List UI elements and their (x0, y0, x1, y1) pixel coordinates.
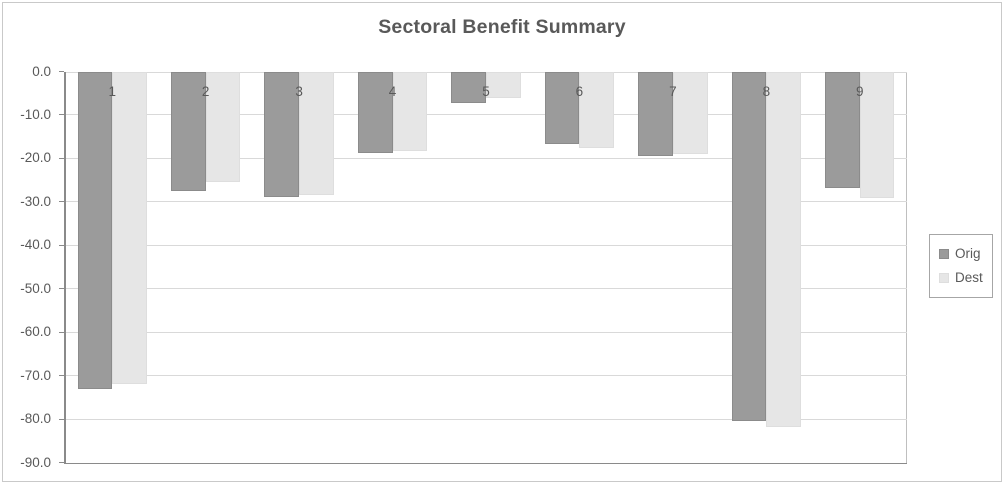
gridline (65, 331, 907, 333)
bar-dest-3 (299, 71, 334, 196)
y-axis-tick (59, 375, 64, 377)
x-axis-category-label: 8 (762, 83, 771, 99)
bar-orig-5 (451, 71, 486, 103)
y-axis-label: -30.0 (20, 193, 51, 209)
gridline (65, 375, 907, 377)
y-axis-label: -40.0 (20, 237, 51, 253)
bar-orig-9 (825, 71, 860, 189)
bar-orig-7 (638, 71, 673, 156)
bar-dest-2 (205, 71, 241, 183)
y-axis-tick (59, 114, 64, 116)
x-axis-line (64, 462, 907, 464)
x-axis-category-label: 3 (295, 83, 303, 99)
bar-orig-4 (357, 71, 393, 153)
y-axis-label: 0.0 (32, 63, 51, 79)
y-axis-label: -80.0 (20, 411, 51, 427)
y-axis-label: -10.0 (20, 106, 51, 122)
x-axis-category-label: 5 (482, 83, 490, 99)
x-axis-category-label: 7 (669, 83, 677, 99)
bar-orig-6 (544, 71, 580, 145)
legend-item-dest: Dest (939, 271, 992, 285)
bar-dest-5 (486, 71, 521, 98)
x-axis-category-label: 4 (388, 83, 397, 99)
y-axis-tick (59, 71, 64, 72)
bar-orig-2 (170, 71, 206, 192)
gridline (65, 418, 907, 420)
y-axis-tick (59, 462, 64, 463)
legend-swatch-dest-icon (939, 273, 949, 283)
gridline (65, 244, 907, 246)
y-axis-tick (59, 201, 64, 203)
bar-dest-8 (766, 71, 802, 427)
y-axis-label: -70.0 (20, 367, 51, 383)
x-axis-category-label: 1 (108, 83, 116, 99)
plot-border-right (905, 71, 907, 463)
gridline (65, 201, 907, 203)
gridline (65, 114, 907, 116)
x-axis-category-label: 9 (856, 83, 864, 99)
legend-label-dest: Dest (955, 270, 983, 285)
plot-area: 1 2 3 4 5 6 7 8 9 (59, 71, 907, 464)
bar-orig-8 (731, 71, 767, 421)
gridline (65, 288, 907, 290)
y-axis-tick (59, 244, 64, 246)
y-axis-label: -50.0 (20, 280, 51, 296)
y-axis-label: -20.0 (20, 150, 51, 166)
gridline (65, 157, 907, 159)
y-axis-line (64, 71, 66, 464)
y-axis-tick (59, 157, 64, 159)
bar-orig-3 (264, 71, 300, 197)
bar-dest-7 (672, 71, 708, 155)
legend: Orig Dest (929, 234, 993, 298)
bar-dest-9 (859, 71, 895, 199)
y-axis-tick (59, 288, 64, 290)
legend-item-orig: Orig (939, 247, 992, 261)
y-axis-tick (59, 418, 64, 420)
x-axis-category-label: 2 (201, 83, 210, 99)
y-axis-tick (59, 331, 64, 333)
y-axis-label: -90.0 (20, 454, 51, 470)
y-axis-label: -60.0 (20, 324, 51, 340)
legend-swatch-orig-icon (939, 249, 949, 259)
bar-dest-4 (392, 71, 428, 152)
bar-orig-1 (77, 71, 113, 389)
bar-dest-6 (579, 71, 615, 149)
legend-label-orig: Orig (955, 246, 981, 261)
bar-dest-1 (112, 71, 147, 384)
x-axis-category-label: 6 (575, 83, 584, 99)
chart-title: Sectoral Benefit Summary (378, 16, 626, 38)
